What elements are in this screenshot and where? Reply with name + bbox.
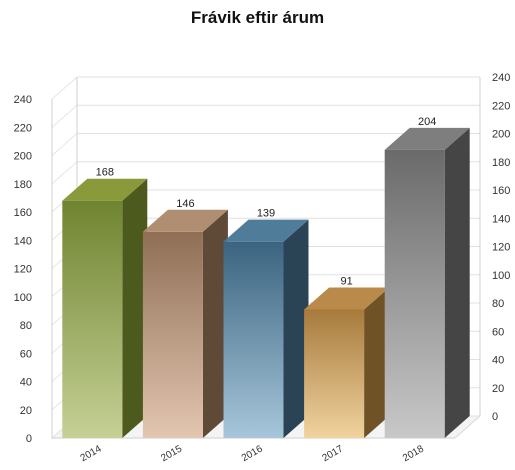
gridline-side (51, 161, 78, 185)
bar (62, 200, 123, 438)
y-tick-label-right: 20 (492, 383, 504, 395)
y-tick-label-right: 220 (492, 100, 510, 112)
y-tick-label-right: 40 (492, 355, 504, 367)
gridline-side (51, 76, 78, 100)
x-tick-label: 2016 (240, 443, 265, 464)
y-tick-label-right: 240 (492, 72, 510, 84)
data-label: 91 (340, 275, 352, 287)
bar (384, 149, 445, 438)
y-tick-label-left: 160 (14, 207, 32, 219)
y-tick-label-left: 140 (14, 235, 32, 247)
y-tick-label-right: 140 (492, 213, 510, 225)
y-tick-label-right: 100 (492, 270, 510, 282)
bar-side (283, 219, 309, 438)
x-tick-label: 2015 (159, 443, 184, 464)
y-tick-label-right: 200 (492, 129, 510, 141)
y-tick-label-left: 80 (20, 320, 32, 332)
y-tick-label-left: 240 (14, 94, 32, 106)
y-tick-label-left: 0 (26, 433, 32, 445)
chart-title: Frávik eftir árum (190, 8, 325, 27)
y-tick-label-right: 60 (492, 326, 504, 338)
y-tick-label-right: 80 (492, 298, 504, 310)
data-label: 168 (96, 167, 114, 179)
bar-side (444, 127, 470, 438)
y-tick-label-right: 120 (492, 242, 510, 254)
y-tick-label-left: 20 (20, 405, 32, 417)
gridline-side (51, 104, 78, 128)
y-tick-label-left: 180 (14, 179, 32, 191)
bar-top (304, 287, 390, 310)
bar-top (223, 219, 309, 242)
data-label: 204 (418, 116, 436, 128)
bar-top (62, 178, 148, 201)
y-tick-label-right: 180 (492, 157, 510, 169)
bar-side (122, 178, 148, 438)
data-label: 146 (176, 198, 194, 210)
y-tick-label-left: 100 (14, 292, 32, 304)
x-tick-label: 2017 (320, 443, 345, 464)
bar-side (202, 209, 228, 438)
y-tick-label-left: 220 (14, 122, 32, 134)
bar (142, 231, 203, 438)
bar-top (384, 127, 470, 150)
gridline-side (51, 133, 78, 156)
y-tick-label-right: 0 (492, 411, 498, 423)
bar (223, 241, 284, 438)
y-tick-label-right: 160 (492, 185, 510, 197)
x-tick-label: 2018 (401, 443, 426, 464)
data-label: 139 (257, 208, 275, 220)
bar-top (142, 209, 228, 232)
y-tick-label-left: 60 (20, 348, 32, 360)
y-tick-label-left: 40 (20, 377, 32, 389)
x-tick-label: 2014 (79, 443, 104, 464)
y-tick-label-left: 120 (14, 264, 32, 276)
y-tick-label-left: 200 (14, 151, 32, 163)
bar-side (364, 287, 390, 438)
bar (304, 309, 365, 438)
